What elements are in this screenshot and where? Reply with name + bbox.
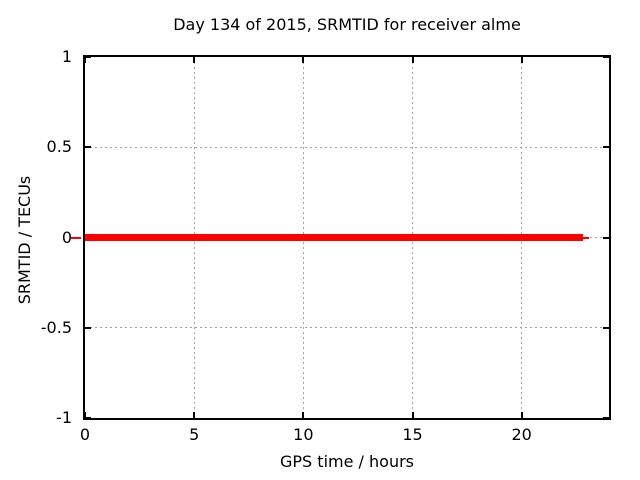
x-axis-tick: [411, 412, 414, 418]
x-axis-tick: [84, 412, 86, 418]
x-axis-tick: [193, 412, 196, 418]
y-axis-tick-right: [603, 56, 609, 58]
x-tick-label: 5: [189, 425, 200, 444]
x-axis-label: GPS time / hours: [280, 452, 414, 471]
y-axis-tick-right: [603, 236, 609, 239]
series-line-segment: [582, 236, 590, 239]
chart-title: Day 134 of 2015, SRMTID for receiver alm…: [173, 15, 521, 34]
plot-area: [71, 55, 611, 420]
x-axis-tick: [520, 412, 523, 418]
y-axis-tick-right: [603, 146, 609, 149]
y-tick-label: 0.5: [46, 137, 72, 157]
series-line-segment: [85, 234, 583, 241]
y-axis-tick-right: [603, 417, 609, 419]
x-tick-label: 15: [402, 425, 423, 444]
x-axis-tick-top: [520, 57, 523, 63]
y-tick-label: 0: [61, 227, 72, 247]
x-axis-tick-top: [302, 57, 305, 63]
x-tick-label: 0: [79, 425, 91, 444]
y-axis-tick: [85, 326, 91, 329]
y-axis-tick-right: [603, 326, 609, 329]
y-tick-label: -1: [56, 408, 72, 427]
y-tick-label: 1: [61, 47, 72, 66]
x-tick-label: 20: [511, 425, 532, 444]
y-axis-tick: [85, 146, 91, 149]
x-tick-label: 10: [293, 425, 314, 444]
x-axis-tick-top: [411, 57, 414, 63]
y-axis-label: SRMTID / TECUs: [15, 175, 34, 305]
x-axis-tick: [302, 412, 305, 418]
gridline-horizontal: [85, 146, 609, 148]
gridline-horizontal: [85, 327, 609, 329]
y-zero-outer-red-dash: [71, 236, 81, 239]
x-axis-tick-top: [193, 57, 196, 63]
y-axis-tick: [85, 56, 91, 58]
x-axis-tick-top: [84, 57, 86, 63]
y-axis-tick: [85, 417, 91, 419]
y-tick-label: -0.5: [40, 317, 72, 337]
